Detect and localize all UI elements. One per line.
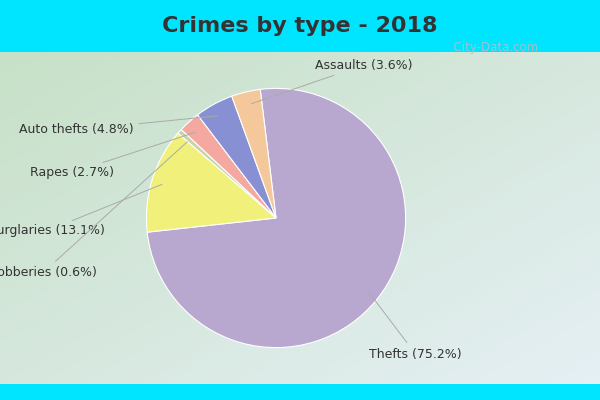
Text: Auto thefts (4.8%): Auto thefts (4.8%): [19, 116, 217, 136]
Text: Rapes (2.7%): Rapes (2.7%): [30, 132, 195, 179]
Text: Assaults (3.6%): Assaults (3.6%): [251, 58, 412, 104]
Wedge shape: [178, 130, 276, 218]
Text: Robberies (0.6%): Robberies (0.6%): [0, 142, 187, 279]
Text: Crimes by type - 2018: Crimes by type - 2018: [162, 16, 438, 36]
Wedge shape: [232, 89, 276, 218]
Wedge shape: [197, 96, 276, 218]
Wedge shape: [181, 115, 276, 218]
Text: Thefts (75.2%): Thefts (75.2%): [369, 293, 462, 360]
Text: Burglaries (13.1%): Burglaries (13.1%): [0, 184, 162, 238]
Text: City-Data.com: City-Data.com: [446, 42, 538, 54]
Wedge shape: [147, 88, 406, 348]
Wedge shape: [146, 133, 276, 232]
